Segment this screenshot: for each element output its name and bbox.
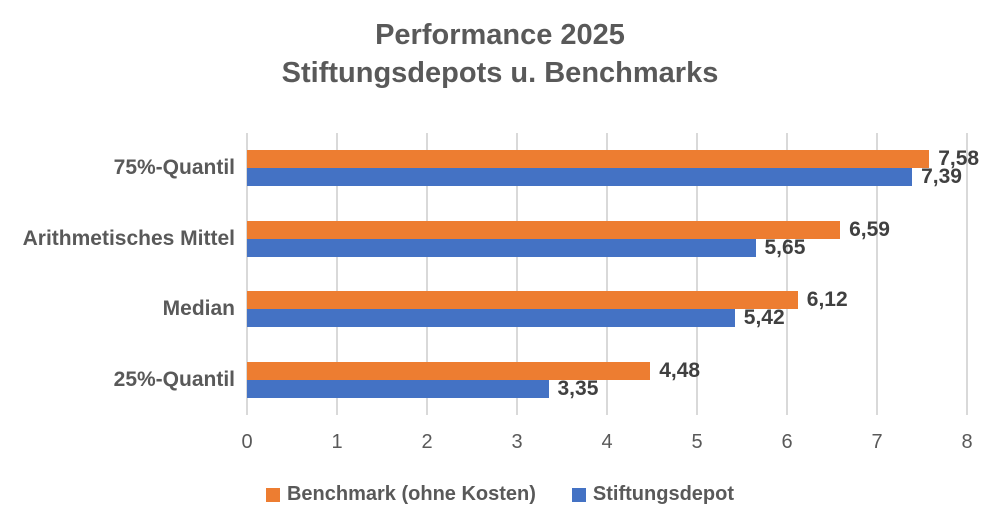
x-tick-label-2: 2	[421, 431, 433, 453]
chart-title: Performance 2025 Stiftungsdepots u. Benc…	[0, 16, 1000, 92]
legend: Benchmark (ohne Kosten) Stiftungsdepot	[0, 483, 1000, 506]
gridline-x-5	[696, 133, 698, 415]
bar-stiftungsdepot-25-quantil	[247, 379, 549, 398]
gridline-x-1	[336, 133, 338, 415]
value-label-benchmark-ohne-kosten-arithmetisches-mittel: 6,59	[849, 217, 890, 241]
gridline-x-6	[786, 133, 788, 415]
bar-stiftungsdepot-median	[247, 309, 735, 327]
gridline-x-4	[606, 133, 608, 415]
category-label-median: Median	[162, 297, 235, 321]
value-label-stiftungsdepot-25-quantil: 3,35	[557, 376, 599, 400]
gridline-x-0	[246, 133, 248, 415]
x-tick-label-3: 3	[511, 431, 523, 453]
bar-benchmark-ohne-kosten-arithmetisches-mittel	[247, 220, 841, 239]
legend-swatch-icon	[265, 487, 280, 502]
legend-item-stiftungsdepot: Stiftungsdepot	[571, 483, 735, 506]
category-label-75-quantil: 75%-Quantil	[113, 156, 235, 180]
value-label-stiftungsdepot-median: 5,42	[743, 306, 785, 329]
gridline-x-8	[966, 133, 968, 415]
bar-benchmark-ohne-kosten-25-quantil	[247, 361, 651, 380]
x-tick-label-6: 6	[781, 431, 793, 453]
legend-item-benchmark-ohne-kosten: Benchmark (ohne Kosten)	[265, 483, 536, 506]
x-tick-label-0: 0	[241, 431, 253, 453]
bar-benchmark-ohne-kosten-median	[247, 291, 798, 309]
legend-label-stiftungsdepot: Stiftungsdepot	[592, 483, 735, 505]
gridline-x-3	[516, 133, 518, 415]
value-label-benchmark-ohne-kosten-median: 6,12	[806, 288, 848, 311]
value-label-stiftungsdepot-arithmetisches-mittel: 5,65	[764, 235, 806, 259]
category-label-25-quantil: 25%-Quantil	[113, 367, 235, 391]
x-tick-label-4: 4	[601, 431, 613, 453]
value-label-benchmark-ohne-kosten-25-quantil: 4,48	[659, 358, 701, 382]
x-tick-label-8: 8	[961, 431, 973, 453]
chart-title-line1: Performance 2025	[375, 19, 625, 51]
chart-title-line2: Stiftungsdepots u. Benchmarks	[281, 57, 719, 89]
category-label-arithmetisches-mittel: Arithmetisches Mittel	[22, 226, 235, 250]
legend-label-benchmark-ohne-kosten: Benchmark (ohne Kosten)	[286, 483, 536, 505]
x-tick-label-1: 1	[331, 431, 343, 453]
bar-stiftungsdepot-75-quantil	[247, 168, 913, 186]
legend-swatch-icon	[571, 487, 586, 502]
bar-benchmark-ohne-kosten-75-quantil	[247, 150, 930, 168]
bar-stiftungsdepot-arithmetisches-mittel	[247, 238, 756, 257]
x-tick-label-5: 5	[691, 431, 703, 453]
x-tick-label-7: 7	[871, 431, 883, 453]
value-label-benchmark-ohne-kosten-75-quantil: 7,58	[938, 147, 980, 170]
gridline-x-7	[876, 133, 878, 415]
gridline-x-2	[426, 133, 428, 415]
value-label-stiftungsdepot-75-quantil: 7,39	[921, 165, 962, 188]
